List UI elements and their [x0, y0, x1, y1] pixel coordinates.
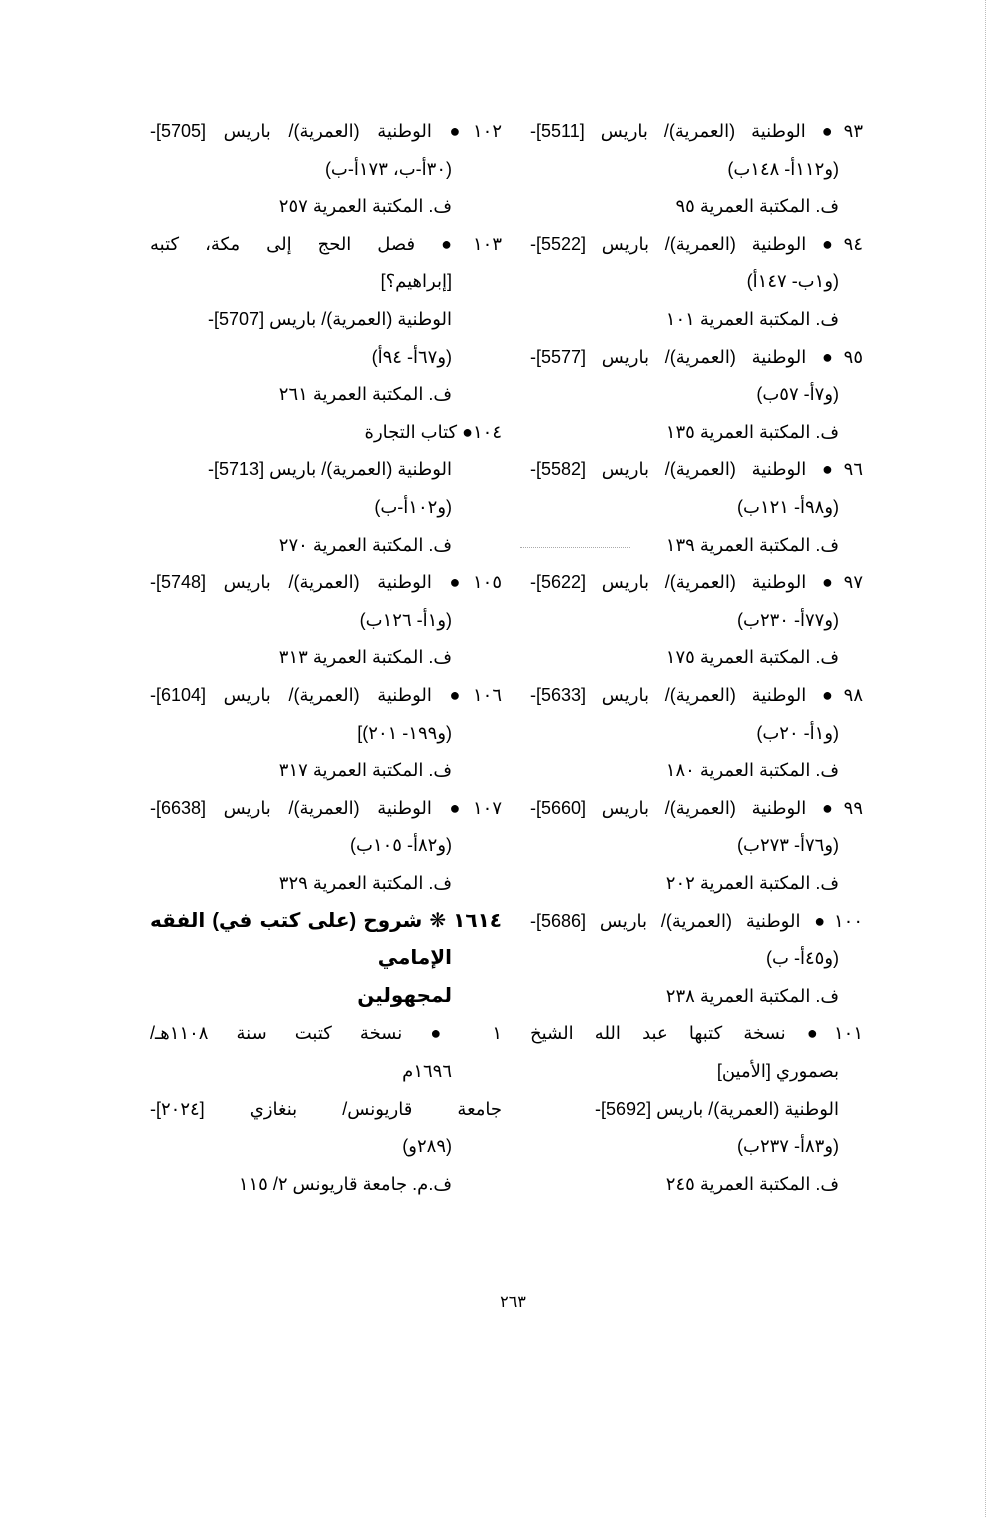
entry-detail-line: الوطنية (العمرية)/ باريس [5692]-	[595, 1098, 839, 1119]
entry-detail-line: ف. المكتبة العمرية ١٨٠	[665, 760, 839, 781]
entry-detail-line: (و٤٥أ- ب)	[766, 948, 839, 969]
entry-detail-line: الوطنية (العمرية)/ باريس [5707]-	[208, 309, 452, 329]
entry-detail-line: (و٩٨أ- ١٢١ب)	[737, 497, 839, 517]
entry-first-line: ١٠٣● فصل الحج إلى مكة، كتبه	[150, 233, 502, 254]
entry-detail-line: (و١٠٢أ-ب)	[374, 497, 452, 517]
entry-detail-line: (و١٩٩- ٢٠١)]	[357, 722, 452, 743]
entry-first-line: ١٠٢● الوطنية (العمرية)/ باريس [5705]-	[150, 121, 502, 141]
entry-detail-line: (٣٠أ-ب، ١٧٣أ-ب)	[324, 158, 452, 179]
entry-detail-line: [إبراهيم؟]	[380, 271, 452, 292]
entry-first-line: ٩٥● الوطنية (العمرية)/ باريس [5577]-	[530, 346, 863, 367]
entry-first-line: ١٠١● نسخة كتبها عبد الله الشيخ	[530, 1023, 863, 1044]
entry-detail-line: ف. المكتبة العمرية ١٧٥	[665, 647, 839, 668]
entry-first-line: ١٠٤● كتاب التجارة	[364, 421, 502, 442]
page-number: ٢٦٣	[500, 1294, 526, 1311]
entry-first-line: ٩٣● الوطنية (العمرية)/ باريس [5511]-	[530, 121, 863, 141]
entry-first-line: ١٠٥● الوطنية (العمرية)/ باريس [5748]-	[150, 572, 502, 593]
entry-first-line: ١٠٠● الوطنية (العمرية)/ باريس [5686]-	[530, 910, 863, 931]
entry-detail-line: (و١أ- ٢٠ب)	[756, 722, 839, 743]
section-heading-line: لمجهولين	[357, 984, 452, 1007]
entry-first-line: ٩٤● الوطنية (العمرية)/ باريس [5522]-	[530, 233, 863, 254]
entry-detail-line: (و٨٢أ- ١٠٥ب)	[350, 835, 452, 856]
entry-first-line: ٩٦● الوطنية (العمرية)/ باريس [5582]-	[530, 459, 863, 480]
entry-detail-line: (٢٨٩و)	[402, 1136, 452, 1157]
entry-detail-line: ف.م. جامعة قاريونس ٢/ ١١٥	[238, 1173, 452, 1194]
entry-detail-line: ف. المكتبة العمرية ٢٦١	[278, 384, 452, 405]
entry-first-line: ٩٨● الوطنية (العمرية)/ باريس [5633]-	[530, 685, 863, 705]
section-heading-line: الإمامي	[377, 947, 452, 970]
scan-artifact	[520, 547, 630, 548]
entry-detail-line: ف. المكتبة العمرية ٢٣٨	[665, 985, 839, 1006]
entry-detail-line: ١٦٩٦م	[402, 1061, 452, 1081]
entry-detail-line: ف. المكتبة العمرية ٣١٧	[278, 760, 452, 781]
entry-detail-line: ف. المكتبة العمرية ٣١٣	[278, 647, 452, 668]
entry-detail-line: (و١١٢أ- ١٤٨ب)	[727, 158, 839, 179]
entry-detail-line: ف. المكتبة العمرية ٢٥٧	[278, 196, 452, 217]
scan-edge-line	[985, 0, 986, 1517]
entry-detail-line: ف. المكتبة العمرية ١٣٩	[665, 534, 839, 555]
entry-detail-line: (و٨٣أ- ٢٣٧ب)	[737, 1136, 839, 1157]
entry-detail-line: (و٧أ- ٥٧ب)	[756, 384, 839, 405]
entry-detail-line: (و٧٦أ- ٢٧٣ب)	[737, 835, 839, 856]
entry-detail-line: بصموري [الأمين]	[716, 1061, 839, 1081]
entry-detail-line: ف. المكتبة العمرية ٣٢٩	[278, 873, 452, 893]
section-heading-line: ١٦١٤ ❋ شروح (على كتب في) الفقه	[150, 909, 502, 932]
entry-detail-line: (و٧٧أ- ٢٣٠ب)	[737, 609, 839, 630]
entry-first-line: ١٠٧● الوطنية (العمرية)/ باريس [6638]-	[150, 797, 502, 818]
entry-first-line: ١ ● نسخة كتبت سنة ١١٠٨هـ/	[150, 1023, 502, 1044]
entry-detail-line: (و٦٧أ- ٩٤أ)	[371, 346, 452, 367]
entry-detail-line: ف. المكتبة العمرية ٩٥	[675, 196, 839, 217]
entry-detail-line: (و١ب- ١٤٧أ)	[746, 271, 839, 292]
entry-first-line: ٩٩● الوطنية (العمرية)/ باريس [5660]-	[530, 797, 863, 818]
entry-detail-line: (و١أ- ١٢٦ب)	[359, 609, 452, 630]
entry-detail-line: ف. المكتبة العمرية ٢٠٢	[665, 873, 839, 893]
entry-detail-line: ف. المكتبة العمرية ١٠١	[665, 309, 839, 329]
entry-detail-line: ف. المكتبة العمرية ٢٧٠	[278, 534, 452, 555]
entry-first-line: ١٠٦● الوطنية (العمرية)/ باريس [6104]-	[150, 685, 502, 705]
entry-first-line: ٩٧● الوطنية (العمرية)/ باريس [5622]-	[530, 572, 863, 593]
entry-detail-line: الوطنية (العمرية)/ باريس [5713]-	[208, 459, 452, 480]
entry-first-line: جامعة قاريونس/ بنغازي [٢٠٢٤]-	[150, 1098, 502, 1119]
entry-detail-line: ف. المكتبة العمرية ١٣٥	[665, 421, 839, 442]
entry-detail-line: ف. المكتبة العمرية ٢٤٥	[665, 1173, 839, 1194]
